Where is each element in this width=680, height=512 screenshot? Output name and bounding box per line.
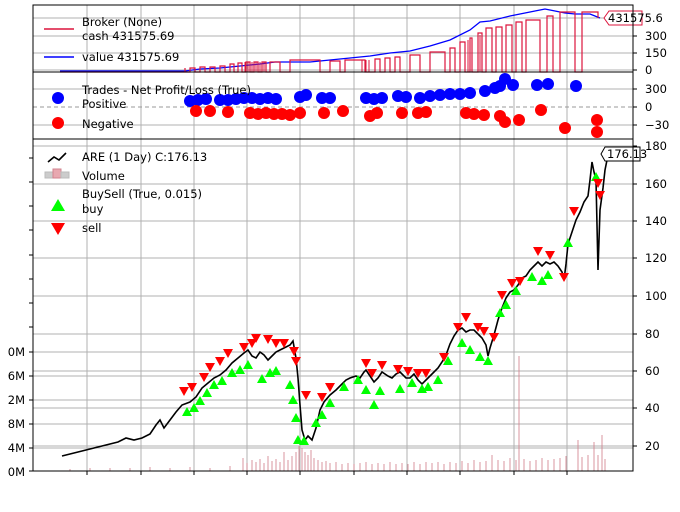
trades-y-axis: 300 0 −30: [633, 82, 669, 132]
svg-text:20: 20: [645, 439, 660, 453]
price-legend: ARE (1 Day) C:176.13 Volume BuySell (Tru…: [44, 150, 207, 235]
svg-text:431575.6: 431575.6: [608, 11, 663, 25]
svg-text:120: 120: [645, 251, 667, 265]
svg-text:150: 150: [645, 46, 667, 60]
svg-text:2M: 2M: [8, 393, 25, 407]
sell-legend-icon: [51, 223, 65, 235]
svg-text:60: 60: [645, 364, 660, 378]
svg-text:160: 160: [645, 177, 667, 191]
svg-text:176.13: 176.13: [607, 147, 647, 161]
volume-y-axis: 0M 6M 2M 8M 4M 0M: [8, 157, 33, 479]
trades-legend-title: Trades - Net Profit/Loss (True): [81, 83, 251, 97]
positive-legend-marker: [52, 92, 64, 104]
svg-text:80: 80: [645, 327, 660, 341]
svg-text:0M: 0M: [8, 345, 25, 359]
buy-legend-label: buy: [82, 202, 104, 216]
x-axis-ticks: [86, 471, 568, 475]
sell-markers: [179, 179, 605, 402]
svg-text:40: 40: [645, 401, 660, 415]
price-y-axis: 180 160 140 120 100 80 60 40 20: [633, 139, 667, 453]
broker-y-axis: 300 150 0: [633, 29, 667, 77]
svg-text:180: 180: [645, 139, 667, 153]
positive-trades: [184, 73, 582, 107]
price-line: [61, 159, 608, 457]
price-legend-label: ARE (1 Day) C:176.13: [82, 150, 207, 164]
negative-legend-label: Negative: [82, 117, 134, 131]
broker-panel: 431575.6 Broker (None) cash 431575.69 va…: [32, 4, 667, 77]
positive-legend-label: Positive: [82, 97, 126, 111]
svg-text:6M: 6M: [8, 369, 25, 383]
svg-text:8M: 8M: [8, 417, 25, 431]
svg-text:0: 0: [645, 100, 652, 114]
price-last-value-tag: 176.13: [600, 146, 647, 162]
cash-legend-label: cash 431575.69: [82, 29, 175, 43]
price-legend-line-icon: [47, 152, 67, 163]
svg-text:0: 0: [645, 63, 652, 77]
svg-text:140: 140: [645, 214, 667, 228]
svg-text:100: 100: [645, 289, 667, 303]
svg-text:4M: 4M: [8, 441, 25, 455]
volume-legend-icon: [44, 171, 54, 179]
negative-trades: [190, 104, 603, 138]
buysell-legend-title: BuySell (True, 0.015): [82, 187, 202, 201]
negative-legend-marker: [52, 117, 64, 129]
buy-legend-icon: [51, 199, 65, 211]
svg-text:−30: −30: [645, 118, 669, 132]
value-legend-label: value 431575.69: [82, 50, 179, 64]
price-panel: 176.13 ARE (1 Day) C:176.13 Volume BuySe…: [8, 138, 667, 479]
broker-legend: Broker (None) cash 431575.69 value 43157…: [44, 15, 179, 64]
svg-text:0M: 0M: [8, 465, 25, 479]
svg-text:300: 300: [645, 82, 667, 96]
cash-dense-steps: [244, 35, 481, 72]
trades-legend: Trades - Net Profit/Loss (True) Positive…: [52, 83, 251, 131]
broker-legend-title: Broker (None): [82, 15, 162, 29]
svg-text:300: 300: [645, 29, 667, 43]
sell-legend-label: sell: [82, 221, 101, 235]
price-grid: [33, 139, 633, 471]
volume-bars: [69, 356, 606, 471]
buy-markers: [182, 172, 601, 445]
broker-grid: [33, 5, 633, 72]
trades-panel: Trades - Net Profit/Loss (True) Positive…: [32, 71, 669, 140]
volume-legend-label: Volume: [82, 169, 125, 183]
